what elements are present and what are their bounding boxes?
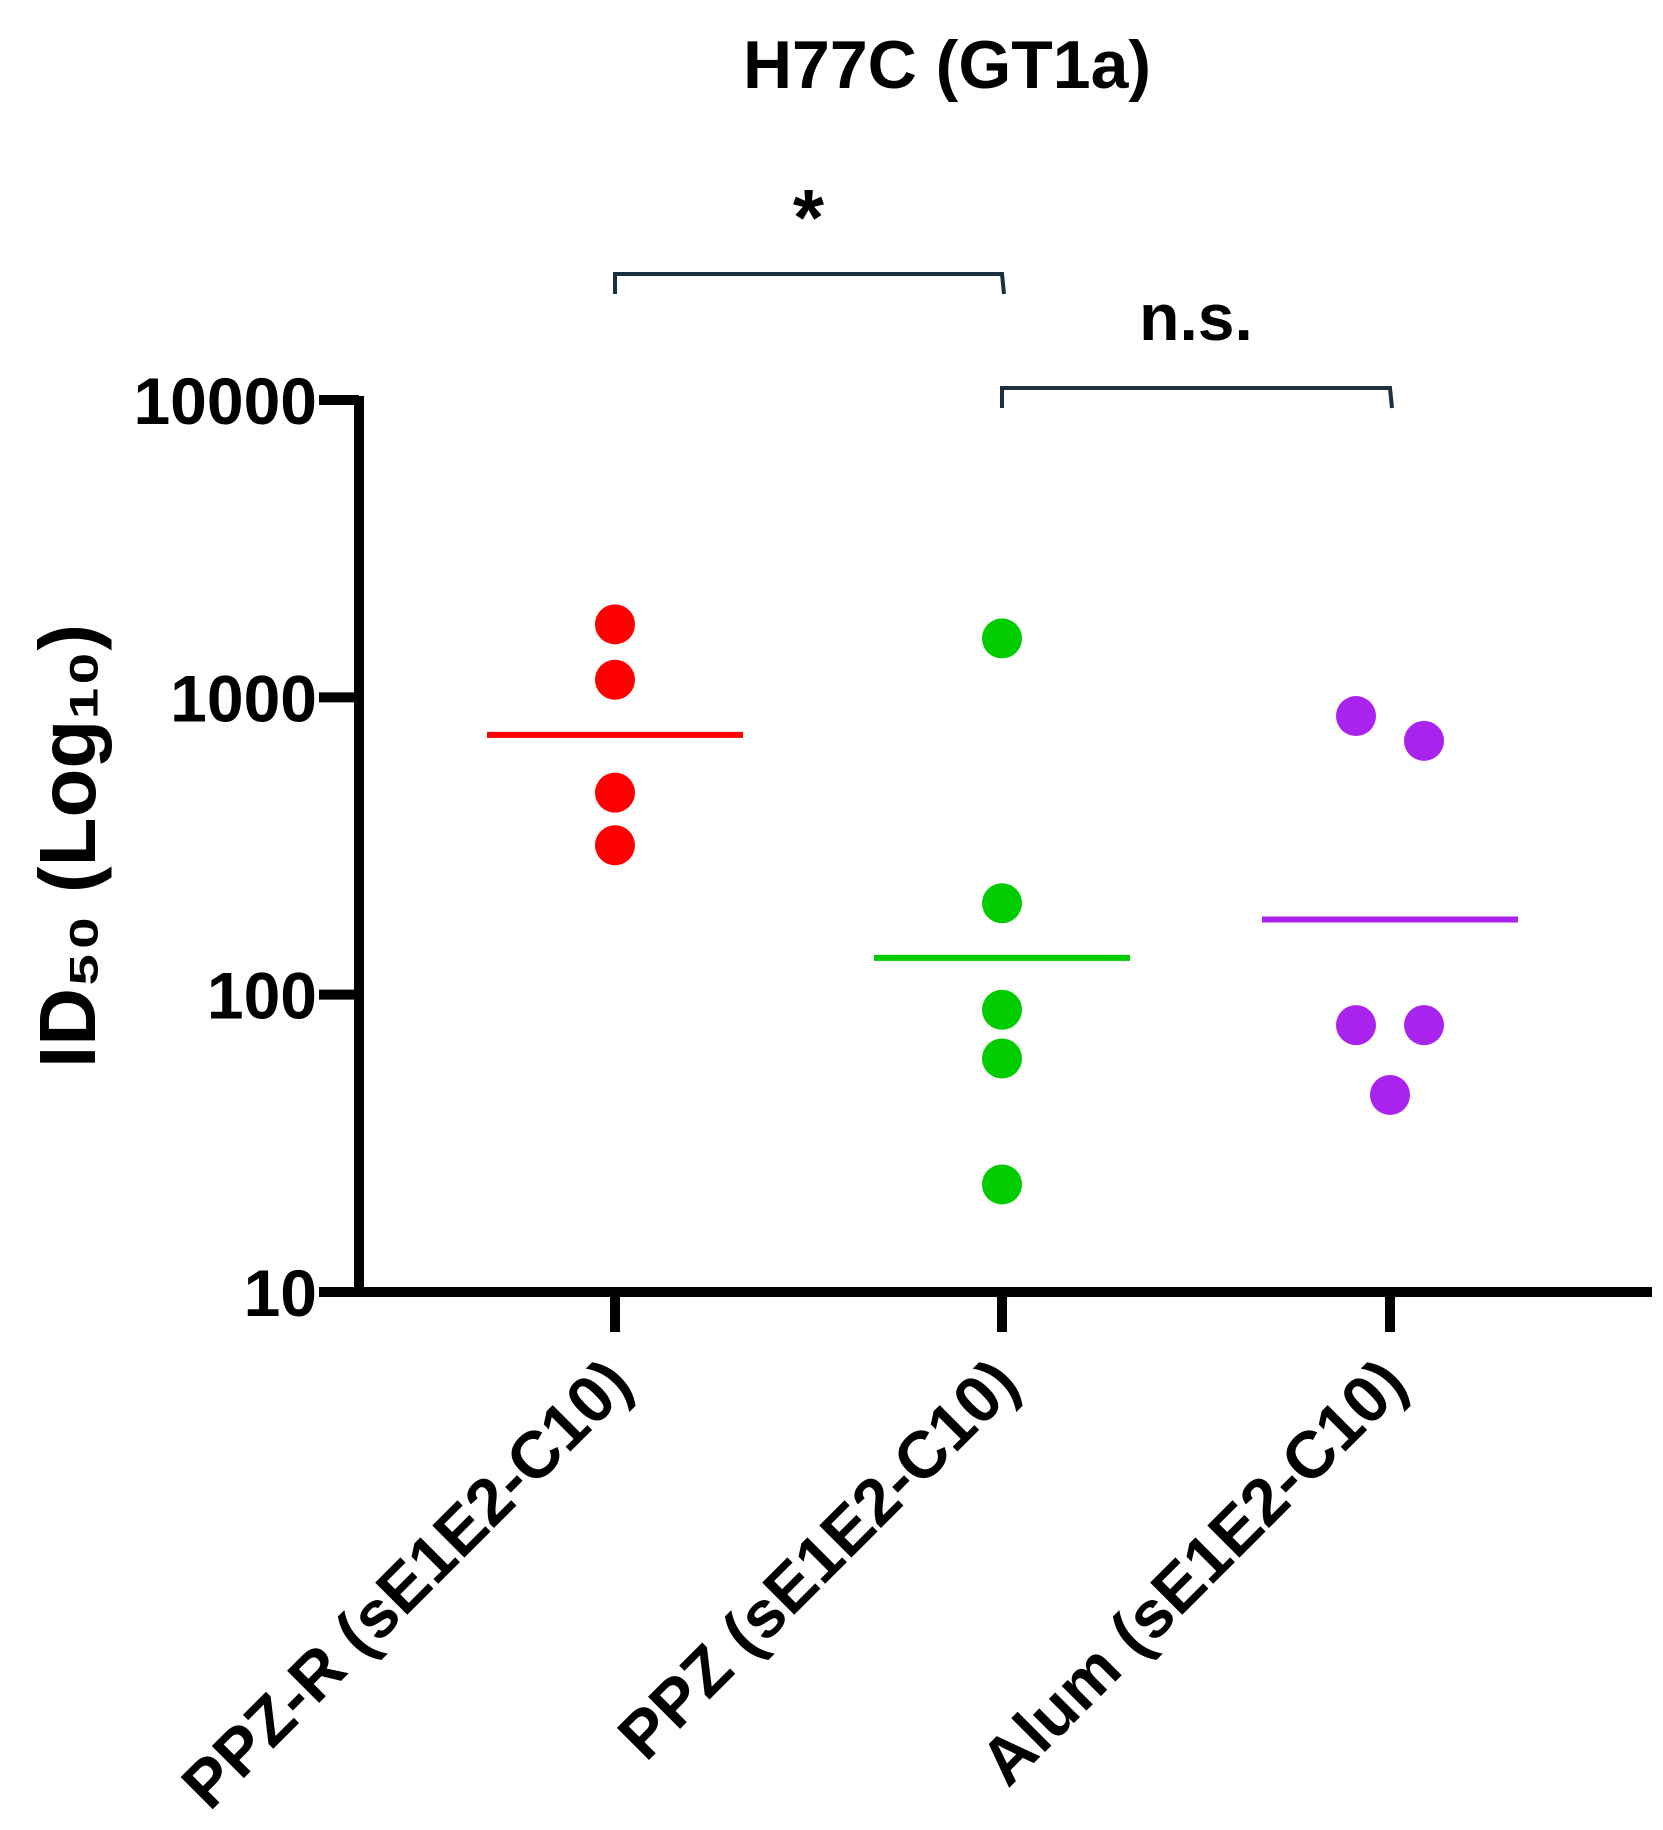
data-point [595, 604, 635, 645]
data-point [982, 1038, 1022, 1079]
y-tick-label: 100 [207, 959, 317, 1033]
data-point [1404, 1005, 1444, 1046]
data-point [982, 989, 1022, 1030]
x-tick-label: PPZ (sE1E2-C10) [603, 1345, 1031, 1773]
data-point [982, 883, 1022, 924]
chart-title: H77C (GT1a) [743, 27, 1151, 103]
significance-bracket [1000, 386, 1394, 409]
data-point [1336, 1005, 1376, 1046]
x-tick-label: PPZ-R (sE1E2-C10) [167, 1345, 645, 1823]
significance-bracket [613, 272, 1006, 295]
y-tick-label: 1000 [170, 661, 317, 735]
significance-label: n.s. [1139, 280, 1253, 354]
y-axis-label: ID₅₀ (Log₁₀) [23, 624, 112, 1068]
data-point [595, 659, 635, 700]
data-point [1336, 696, 1376, 737]
data-point [595, 825, 635, 866]
y-tick-label: 10000 [133, 364, 317, 438]
x-tick-label: Alum (sE1E2-C10) [966, 1345, 1420, 1799]
data-point [1370, 1074, 1410, 1115]
data-point [982, 1164, 1022, 1205]
significance-label: * [793, 173, 825, 262]
data-point [982, 618, 1022, 659]
data-point [595, 772, 635, 813]
data-point [1404, 720, 1444, 761]
y-tick-label: 10 [244, 1256, 317, 1330]
